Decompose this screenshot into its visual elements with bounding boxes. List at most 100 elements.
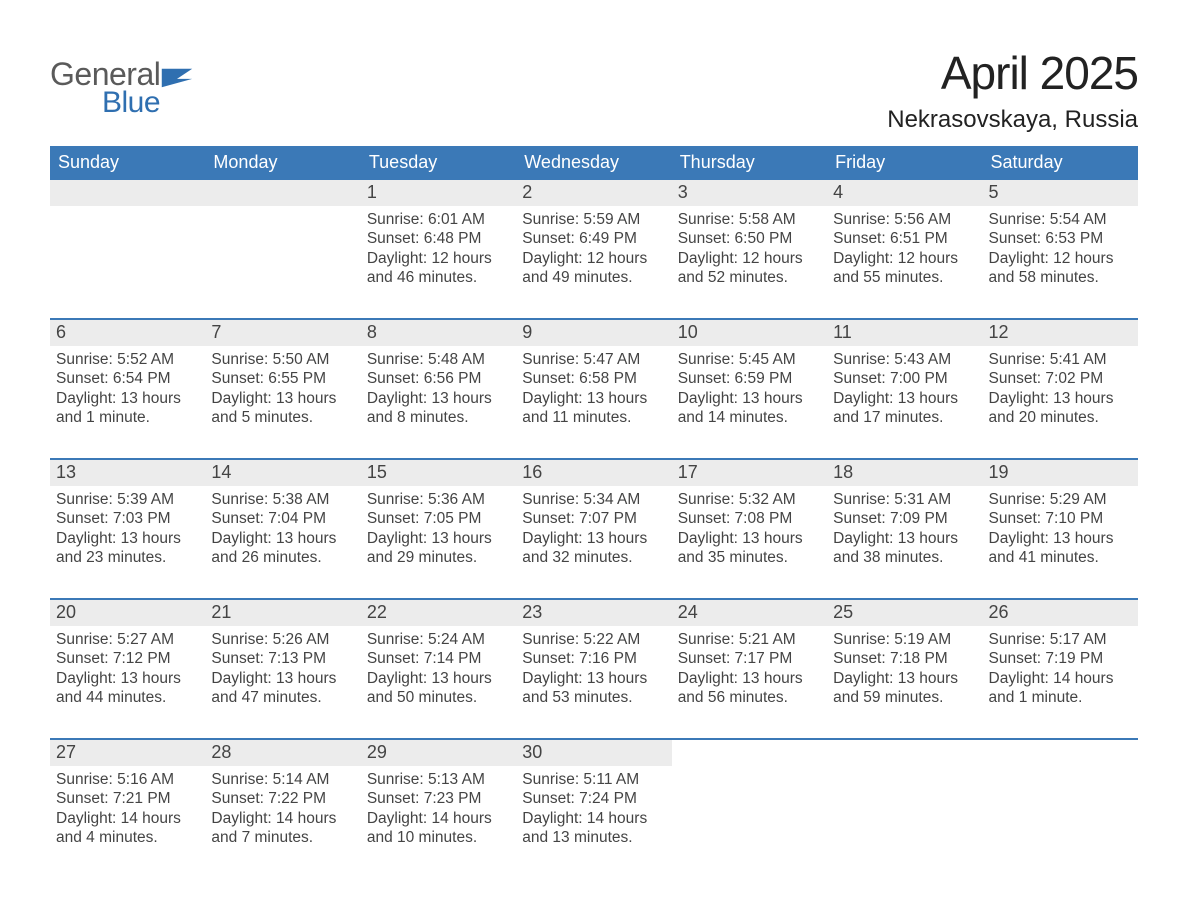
- day-number: 15: [361, 460, 516, 486]
- sunrise-line: Sunrise: 5:14 AM: [211, 770, 354, 789]
- calendar-cell-daynum: 3: [672, 180, 827, 206]
- sunset-line: Sunset: 6:59 PM: [678, 369, 821, 388]
- sunrise-line: Sunrise: 5:27 AM: [56, 630, 199, 649]
- calendar-cell-daynum: 12: [983, 319, 1138, 346]
- sunset-line: Sunset: 6:56 PM: [367, 369, 510, 388]
- calendar-cell-body: Sunrise: 5:50 AMSunset: 6:55 PMDaylight:…: [205, 346, 360, 459]
- sunset-line: Sunset: 7:19 PM: [989, 649, 1132, 668]
- day-number: 16: [516, 460, 671, 486]
- header-row: General Blue April 2025 Nekrasovskaya, R…: [50, 46, 1138, 146]
- weekday-header: Thursday: [672, 146, 827, 180]
- calendar-cell-body: Sunrise: 5:13 AMSunset: 7:23 PMDaylight:…: [361, 766, 516, 878]
- day-details: Sunrise: 5:27 AMSunset: 7:12 PMDaylight:…: [50, 626, 205, 738]
- sunset-line: Sunset: 7:00 PM: [833, 369, 976, 388]
- calendar-cell-daynum: 9: [516, 319, 671, 346]
- daylight-line-2: and 13 minutes.: [522, 828, 665, 847]
- daylight-line-2: and 4 minutes.: [56, 828, 199, 847]
- sunset-line: Sunset: 7:13 PM: [211, 649, 354, 668]
- sunset-line: Sunset: 7:02 PM: [989, 369, 1132, 388]
- calendar-cell-daynum: 26: [983, 599, 1138, 626]
- day-number: 1: [361, 180, 516, 206]
- sunset-line: Sunset: 7:22 PM: [211, 789, 354, 808]
- daylight-line-2: and 52 minutes.: [678, 268, 821, 287]
- sunset-line: Sunset: 7:12 PM: [56, 649, 199, 668]
- sunrise-line: Sunrise: 5:29 AM: [989, 490, 1132, 509]
- daylight-line-1: Daylight: 13 hours: [833, 529, 976, 548]
- day-details: Sunrise: 5:43 AMSunset: 7:00 PMDaylight:…: [827, 346, 982, 458]
- day-number: 2: [516, 180, 671, 206]
- day-details: Sunrise: 5:19 AMSunset: 7:18 PMDaylight:…: [827, 626, 982, 738]
- day-details: Sunrise: 5:29 AMSunset: 7:10 PMDaylight:…: [983, 486, 1138, 598]
- day-details: Sunrise: 5:16 AMSunset: 7:21 PMDaylight:…: [50, 766, 205, 878]
- daylight-line-2: and 59 minutes.: [833, 688, 976, 707]
- day-number: [672, 740, 827, 766]
- daylight-line-2: and 11 minutes.: [522, 408, 665, 427]
- daylight-line-2: and 29 minutes.: [367, 548, 510, 567]
- calendar-cell-body: Sunrise: 5:32 AMSunset: 7:08 PMDaylight:…: [672, 486, 827, 599]
- sunset-line: Sunset: 7:18 PM: [833, 649, 976, 668]
- day-number: 3: [672, 180, 827, 206]
- day-details: [50, 206, 205, 318]
- sunrise-line: Sunrise: 5:45 AM: [678, 350, 821, 369]
- sunrise-line: Sunrise: 5:32 AM: [678, 490, 821, 509]
- calendar-cell-daynum: 21: [205, 599, 360, 626]
- weekday-header: Wednesday: [516, 146, 671, 180]
- day-number: 27: [50, 740, 205, 766]
- day-details: Sunrise: 5:17 AMSunset: 7:19 PMDaylight:…: [983, 626, 1138, 738]
- daylight-line-2: and 20 minutes.: [989, 408, 1132, 427]
- sunset-line: Sunset: 7:07 PM: [522, 509, 665, 528]
- calendar-thead: Sunday Monday Tuesday Wednesday Thursday…: [50, 146, 1138, 180]
- calendar-cell-daynum: 2: [516, 180, 671, 206]
- sunrise-line: Sunrise: 5:38 AM: [211, 490, 354, 509]
- calendar-cell-body: Sunrise: 5:38 AMSunset: 7:04 PMDaylight:…: [205, 486, 360, 599]
- day-details: Sunrise: 5:34 AMSunset: 7:07 PMDaylight:…: [516, 486, 671, 598]
- calendar-cell-daynum: [672, 739, 827, 766]
- month-year-title: April 2025: [887, 46, 1138, 100]
- day-number: 26: [983, 600, 1138, 626]
- day-details: Sunrise: 5:54 AMSunset: 6:53 PMDaylight:…: [983, 206, 1138, 318]
- day-details: Sunrise: 5:52 AMSunset: 6:54 PMDaylight:…: [50, 346, 205, 458]
- calendar-cell-daynum: 27: [50, 739, 205, 766]
- sunrise-line: Sunrise: 5:31 AM: [833, 490, 976, 509]
- calendar-cell-body: Sunrise: 5:45 AMSunset: 6:59 PMDaylight:…: [672, 346, 827, 459]
- sunset-line: Sunset: 7:09 PM: [833, 509, 976, 528]
- calendar-cell-body: Sunrise: 5:24 AMSunset: 7:14 PMDaylight:…: [361, 626, 516, 739]
- sunrise-line: Sunrise: 5:17 AM: [989, 630, 1132, 649]
- sunrise-line: Sunrise: 5:19 AM: [833, 630, 976, 649]
- day-number: 7: [205, 320, 360, 346]
- calendar-cell-daynum: 16: [516, 459, 671, 486]
- calendar-cell-daynum: 19: [983, 459, 1138, 486]
- sunrise-line: Sunrise: 5:58 AM: [678, 210, 821, 229]
- day-number: [983, 740, 1138, 766]
- day-number: 19: [983, 460, 1138, 486]
- sunrise-line: Sunrise: 5:34 AM: [522, 490, 665, 509]
- sunrise-line: Sunrise: 5:13 AM: [367, 770, 510, 789]
- day-details: Sunrise: 5:36 AMSunset: 7:05 PMDaylight:…: [361, 486, 516, 598]
- daylight-line-2: and 1 minute.: [989, 688, 1132, 707]
- sunset-line: Sunset: 6:54 PM: [56, 369, 199, 388]
- daylight-line-1: Daylight: 12 hours: [989, 249, 1132, 268]
- daylight-line-1: Daylight: 13 hours: [522, 529, 665, 548]
- calendar-cell-body: Sunrise: 5:22 AMSunset: 7:16 PMDaylight:…: [516, 626, 671, 739]
- daylight-line-2: and 35 minutes.: [678, 548, 821, 567]
- calendar-cell-body: Sunrise: 5:17 AMSunset: 7:19 PMDaylight:…: [983, 626, 1138, 739]
- daylight-line-2: and 1 minute.: [56, 408, 199, 427]
- day-number: 29: [361, 740, 516, 766]
- calendar-cell-body: [50, 206, 205, 319]
- calendar-cell-daynum: [827, 739, 982, 766]
- sunrise-line: Sunrise: 5:39 AM: [56, 490, 199, 509]
- daylight-line-2: and 38 minutes.: [833, 548, 976, 567]
- week-body-row: Sunrise: 5:39 AMSunset: 7:03 PMDaylight:…: [50, 486, 1138, 599]
- daylight-line-1: Daylight: 13 hours: [56, 389, 199, 408]
- daylight-line-2: and 32 minutes.: [522, 548, 665, 567]
- week-body-row: Sunrise: 5:16 AMSunset: 7:21 PMDaylight:…: [50, 766, 1138, 878]
- daylight-line-2: and 49 minutes.: [522, 268, 665, 287]
- sunset-line: Sunset: 7:17 PM: [678, 649, 821, 668]
- calendar-cell-daynum: 30: [516, 739, 671, 766]
- sunset-line: Sunset: 6:58 PM: [522, 369, 665, 388]
- calendar-cell-daynum: 28: [205, 739, 360, 766]
- day-details: Sunrise: 5:31 AMSunset: 7:09 PMDaylight:…: [827, 486, 982, 598]
- daylight-line-2: and 23 minutes.: [56, 548, 199, 567]
- daylight-line-1: Daylight: 13 hours: [989, 529, 1132, 548]
- day-details: Sunrise: 5:11 AMSunset: 7:24 PMDaylight:…: [516, 766, 671, 878]
